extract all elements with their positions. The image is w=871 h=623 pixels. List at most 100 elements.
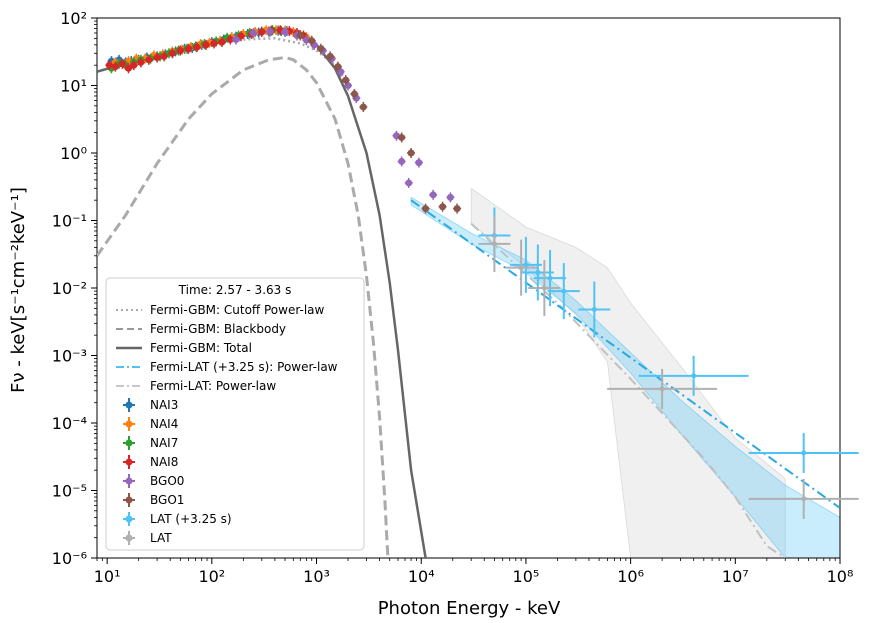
legend-entry: Fermi-GBM: Blackbody — [116, 322, 286, 336]
data-point — [202, 39, 211, 50]
data-point — [534, 250, 567, 307]
svg-text:10²: 10² — [198, 567, 225, 586]
data-point — [129, 60, 138, 71]
data-point — [446, 192, 455, 203]
data-point — [168, 48, 177, 59]
svg-text:10²: 10² — [60, 9, 87, 28]
data-point — [192, 42, 201, 53]
y-tick: 10² — [60, 9, 97, 28]
svg-text:10³: 10³ — [303, 567, 330, 586]
data-point — [160, 51, 169, 62]
data-point — [231, 34, 240, 45]
data-point — [184, 43, 193, 54]
data-point — [316, 43, 325, 54]
x-tick: 10³ — [303, 558, 330, 586]
data-point — [414, 157, 423, 168]
legend-entry: NAI8 — [123, 455, 178, 469]
data-point — [404, 177, 413, 188]
svg-text:Fermi-LAT (+3.25 s): Power-law: Fermi-LAT (+3.25 s): Power-law — [150, 360, 338, 374]
svg-text:NAI4: NAI4 — [150, 417, 178, 431]
data-point — [333, 61, 342, 72]
data-point — [336, 66, 345, 77]
legend-entry: NAI7 — [123, 436, 178, 450]
legend-entry: LAT (+3.25 s) — [123, 512, 232, 526]
x-tick: 10⁸ — [827, 558, 854, 586]
svg-text:10¹: 10¹ — [60, 77, 87, 96]
x-tick: 10⁵ — [513, 558, 540, 586]
legend-entry: Fermi-LAT (+3.25 s): Power-law — [116, 360, 338, 374]
y-tick: 10⁻⁵ — [52, 482, 97, 501]
svg-text:10⁷: 10⁷ — [722, 567, 749, 586]
svg-text:10⁰: 10⁰ — [60, 144, 87, 163]
x-tick: 10⁷ — [722, 558, 749, 586]
legend: Time: 2.57 - 3.63 s Fermi-GBM: Cutoff Pow… — [105, 277, 365, 551]
legend-entry: LAT — [123, 531, 172, 545]
data-points — [105, 25, 859, 519]
x-tick: 10² — [198, 558, 225, 586]
legend-entry: BGO0 — [123, 474, 184, 488]
svg-text:BGO1: BGO1 — [150, 493, 184, 507]
svg-text:LAT (+3.25 s): LAT (+3.25 s) — [150, 512, 232, 526]
y-axis-label: Fν - keV[s⁻¹cm⁻²keV⁻¹] — [8, 187, 29, 393]
svg-text:10⁴: 10⁴ — [408, 567, 435, 586]
data-point — [136, 57, 145, 68]
y-tick: 10⁻³ — [52, 347, 97, 366]
data-point — [296, 30, 305, 41]
svg-text:10⁻¹: 10⁻¹ — [52, 212, 87, 231]
data-point — [210, 38, 219, 49]
data-point — [105, 60, 114, 71]
data-point — [505, 239, 538, 296]
data-point — [453, 203, 462, 214]
data-point — [266, 26, 275, 37]
data-point — [249, 27, 258, 38]
data-point — [528, 260, 561, 316]
data-point — [111, 61, 120, 72]
svg-text:10⁻²: 10⁻² — [52, 279, 87, 298]
x-axis-ticks: 10¹ 10² 10³ 10⁴ 10⁵ 10⁶ 10⁷ 10⁸ — [94, 558, 854, 586]
y-tick: 10⁰ — [60, 144, 97, 163]
y-tick: 10⁻⁴ — [52, 414, 97, 433]
svg-text:10⁵: 10⁵ — [513, 567, 540, 586]
data-point — [397, 132, 406, 143]
svg-text:10⁶: 10⁶ — [617, 567, 644, 586]
svg-text:10⁸: 10⁸ — [827, 567, 854, 586]
data-point — [429, 189, 438, 200]
lat-shifted-powerlaw-curve — [410, 199, 840, 509]
data-point — [397, 156, 406, 167]
svg-text:LAT: LAT — [150, 531, 172, 545]
legend-entry: BGO1 — [123, 493, 184, 507]
data-point — [407, 148, 416, 158]
data-point — [118, 58, 127, 69]
x-axis-label: Photon Energy - keV — [378, 598, 561, 619]
data-point — [124, 63, 133, 74]
svg-text:10⁻³: 10⁻³ — [52, 347, 87, 366]
data-point — [257, 27, 266, 38]
data-point — [144, 54, 153, 65]
data-point — [153, 52, 162, 63]
svg-text:10⁻⁶: 10⁻⁶ — [52, 549, 87, 568]
svg-text:10⁻⁵: 10⁻⁵ — [52, 482, 87, 501]
data-point — [176, 45, 185, 56]
svg-text:10⁻⁴: 10⁻⁴ — [52, 414, 87, 433]
x-tick: 10⁴ — [408, 558, 435, 586]
svg-text:Fermi-GBM: Cutoff Power-law: Fermi-GBM: Cutoff Power-law — [150, 303, 325, 317]
data-point — [326, 51, 335, 62]
data-point — [607, 368, 718, 409]
legend-title: Time: 2.57 - 3.63 s — [178, 283, 292, 297]
svg-text:Fermi-GBM: Blackbody: Fermi-GBM: Blackbody — [150, 322, 286, 336]
data-point — [217, 37, 226, 48]
y-axis-ticks: 10⁻⁶ 10⁻⁵ 10⁻⁴ 10⁻³ 10⁻² 10⁻¹ 10⁰ 10¹ 10² — [52, 9, 97, 568]
legend-entry: Fermi-LAT: Power-law — [116, 379, 276, 393]
legend-entry: Fermi-GBM: Total — [116, 341, 252, 355]
legend-entry: Fermi-GBM: Cutoff Power-law — [116, 303, 325, 317]
x-tick: 10¹ — [94, 558, 121, 586]
data-point — [578, 281, 611, 338]
data-point — [421, 203, 430, 214]
svg-text:Fermi-LAT: Power-law: Fermi-LAT: Power-law — [150, 379, 276, 393]
x-tick: 10⁶ — [617, 558, 644, 586]
data-point — [350, 88, 359, 99]
y-tick: 10⁻¹ — [52, 212, 97, 231]
data-point — [237, 31, 246, 42]
data-point — [478, 215, 511, 272]
